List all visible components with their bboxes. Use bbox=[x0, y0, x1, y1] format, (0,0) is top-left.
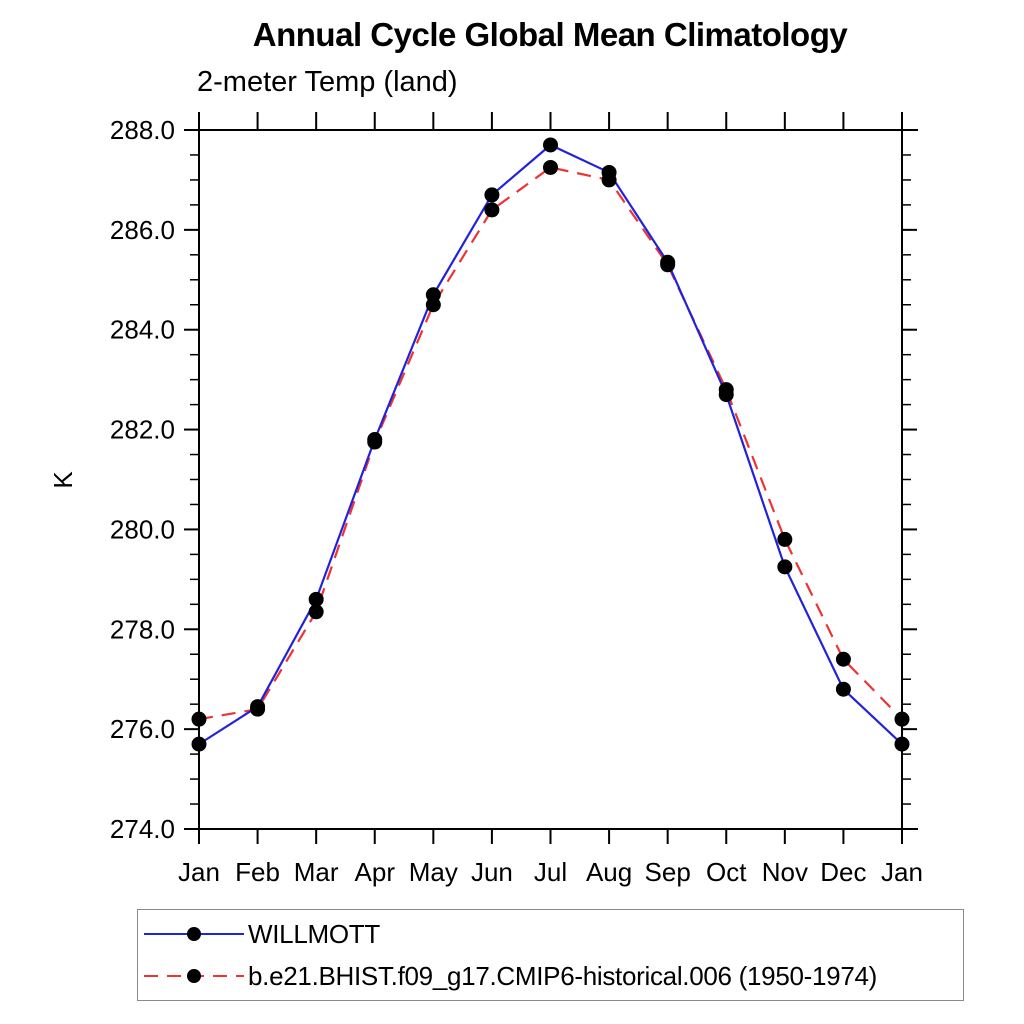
data-point-marker-s0 bbox=[543, 137, 558, 153]
x-tick-label: Jul bbox=[534, 857, 567, 887]
x-tick-label: Nov bbox=[762, 857, 808, 887]
y-tick-label: 282.0 bbox=[110, 415, 175, 445]
data-point-marker-s1 bbox=[835, 651, 851, 667]
legend-sample-dashed-line bbox=[144, 969, 244, 983]
legend-item-willmott: WILLMOTT bbox=[141, 913, 963, 955]
data-point-marker-s1 bbox=[484, 202, 500, 218]
y-tick-label: 274.0 bbox=[110, 814, 175, 844]
data-point-marker-s0 bbox=[835, 681, 851, 697]
x-tick-label: Apr bbox=[355, 857, 396, 887]
x-tick-label: Feb bbox=[235, 857, 280, 887]
data-point-marker-s1 bbox=[250, 701, 266, 717]
y-tick-label: 286.0 bbox=[110, 215, 175, 245]
data-point-marker-s1 bbox=[777, 531, 793, 547]
series-line-1 bbox=[198, 166, 903, 721]
chart-subtitle: 2-meter Temp (land) bbox=[197, 66, 458, 98]
x-tick-label: Sep bbox=[645, 857, 691, 887]
data-point-marker-s0 bbox=[894, 736, 910, 752]
data-point-marker-s1 bbox=[601, 172, 617, 188]
data-point-marker-s0 bbox=[484, 187, 500, 203]
y-tick-label: 276.0 bbox=[110, 714, 175, 744]
x-tick-label: Mar bbox=[294, 857, 339, 887]
chart-title: Annual Cycle Global Mean Climatology bbox=[252, 16, 848, 53]
legend-item-model: b.e21.BHIST.f09_g17.CMIP6-historical.006… bbox=[141, 955, 963, 997]
y-axis-title: K bbox=[48, 471, 78, 489]
x-tick-label: Jan bbox=[178, 857, 220, 887]
legend-label-willmott: WILLMOTT bbox=[248, 918, 380, 949]
data-point-marker-s1 bbox=[191, 711, 207, 727]
data-point-marker-s1 bbox=[425, 297, 441, 313]
legend-sample-solid-line bbox=[144, 927, 244, 941]
data-point-marker-s1 bbox=[718, 382, 734, 398]
y-tick-label: 278.0 bbox=[110, 614, 175, 644]
x-tick-label: Jan bbox=[881, 857, 923, 887]
data-point-marker-s1 bbox=[367, 434, 383, 450]
data-point-marker-s0 bbox=[308, 591, 324, 607]
data-point-marker-s1 bbox=[308, 604, 324, 620]
y-tick-label: 284.0 bbox=[110, 315, 175, 345]
series-line-0 bbox=[198, 143, 903, 746]
x-tick-label: Oct bbox=[706, 857, 747, 887]
legend-label-model: b.e21.BHIST.f09_g17.CMIP6-historical.006… bbox=[248, 960, 877, 991]
legend-box: WILLMOTT b.e21.BHIST.f09_g17.CMIP6-histo… bbox=[137, 909, 964, 1001]
x-tick-label: Jun bbox=[471, 857, 513, 887]
x-tick-label: Dec bbox=[820, 857, 866, 887]
data-point-marker-s0 bbox=[191, 736, 207, 752]
x-tick-label: May bbox=[409, 857, 458, 887]
x-tick-label: Aug bbox=[586, 857, 632, 887]
data-point-marker-s1 bbox=[543, 159, 558, 175]
y-tick-label: 280.0 bbox=[110, 514, 175, 544]
data-point-marker-s0 bbox=[777, 559, 793, 575]
data-point-marker-s1 bbox=[660, 257, 676, 273]
y-tick-label: 288.0 bbox=[110, 115, 175, 145]
data-point-marker-s1 bbox=[894, 711, 910, 727]
